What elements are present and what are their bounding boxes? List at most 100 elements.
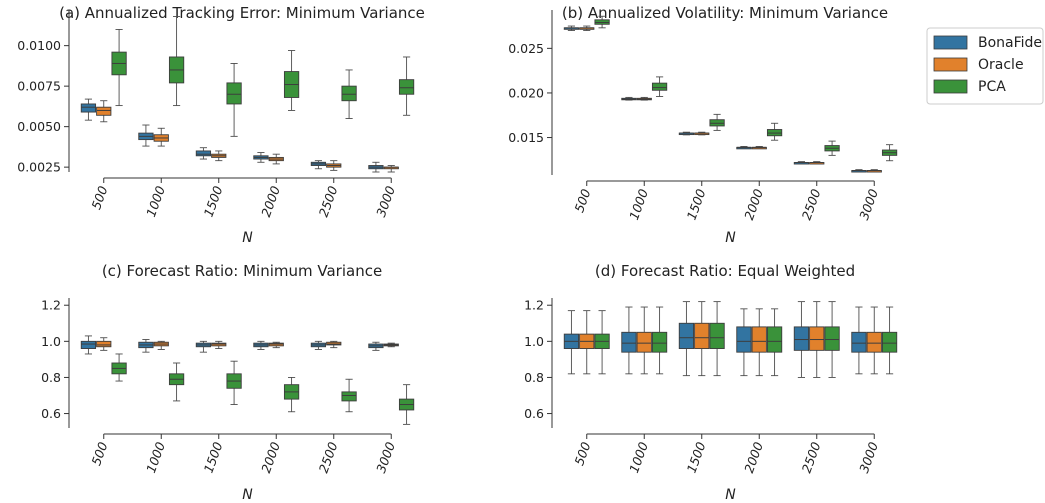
box-oracle-2500: [326, 160, 342, 171]
box-bonafide-2000: [736, 308, 752, 377]
box-bonafide-3000: [851, 306, 867, 375]
panel-2: (b) Annualized Volatility: Minimum Varia…: [508, 4, 898, 246]
box-body: [621, 331, 637, 353]
box-oracle-1000: [153, 127, 169, 147]
y-tick-label: 0.0100: [17, 38, 61, 53]
y-tick-label: 0.020: [508, 85, 544, 100]
box-oracle-2000: [268, 341, 284, 349]
box-body: [226, 82, 242, 105]
box-pca-2500: [341, 378, 357, 413]
box-oracle-1500: [694, 301, 710, 377]
x-tick-label: 500: [571, 440, 593, 468]
box-pca-2000: [283, 376, 300, 413]
box-oracle-2000: [751, 146, 767, 150]
box-oracle-500: [96, 337, 112, 351]
x-tick-label: 1500: [201, 440, 226, 475]
legend-swatch-oracle: [933, 57, 968, 72]
x-tick-label: 1500: [684, 440, 709, 475]
x-tick-label: 2000: [258, 184, 283, 219]
box-body: [736, 326, 752, 353]
box-oracle-2000: [751, 308, 767, 377]
y-tick-label: 1.0: [41, 334, 61, 349]
box-pca-1000: [651, 306, 668, 375]
box-pca-1000: [168, 362, 185, 402]
x-tick-label: 1500: [684, 187, 709, 222]
box-body: [96, 340, 112, 348]
y-tick-label: 0.6: [524, 406, 544, 421]
x-tick-label: 2500: [799, 440, 824, 475]
box-pca-2000: [766, 122, 783, 141]
box-body: [851, 331, 867, 353]
x-tick-label: 500: [571, 187, 593, 215]
box-bonafide-500: [563, 25, 580, 31]
box-body: [793, 326, 810, 351]
box-bonafide-1000: [138, 124, 154, 147]
y-tick-label: 0.6: [41, 406, 61, 421]
box-body: [866, 331, 882, 353]
x-axis-label: N: [242, 230, 253, 246]
box-bonafide-1500: [195, 340, 212, 353]
x-tick-label: 3000: [373, 440, 398, 475]
box-pca-1500: [709, 113, 725, 131]
box-bonafide-500: [80, 335, 97, 355]
x-tick-label: 2500: [799, 187, 824, 222]
box-body: [809, 326, 825, 351]
box-body: [694, 322, 710, 350]
box-oracle-2500: [326, 340, 342, 349]
box-oracle-2500: [809, 161, 825, 165]
box-pca-1000: [168, 16, 185, 107]
box-pca-3000: [881, 144, 898, 162]
box-body: [636, 331, 652, 353]
x-tick-label: 1000: [626, 187, 651, 222]
x-axis-label: N: [242, 487, 253, 503]
box-pca-1500: [226, 63, 242, 137]
box-body: [766, 326, 783, 353]
legend-entry-oracle: Oracle: [933, 57, 1024, 73]
box-bonafide-2500: [310, 160, 327, 170]
panel-4: (d) Forecast Ratio: Equal Weighted 0.6 0.8…: [524, 262, 898, 503]
x-tick-label: 3000: [856, 187, 881, 222]
box-body: [678, 322, 695, 350]
box-oracle-3000: [383, 342, 399, 348]
x-axis-label: N: [725, 230, 736, 246]
legend-entry-bonafide: BonaFide: [933, 35, 1042, 51]
box-bonafide-2000: [253, 152, 269, 163]
x-tick-label: 500: [88, 184, 110, 212]
box-body: [881, 331, 898, 353]
box-pca-2000: [766, 308, 783, 377]
x-tick-label: 500: [88, 440, 110, 468]
legend-entry-pca: PCA: [933, 79, 1006, 95]
box-bonafide-2000: [736, 146, 752, 150]
box-oracle-500: [579, 310, 595, 375]
box-oracle-3000: [866, 169, 882, 173]
box-oracle-3000: [383, 165, 399, 173]
box-oracle-1500: [211, 150, 227, 162]
box-body: [341, 391, 357, 402]
x-axis-label: N: [725, 487, 736, 503]
box-bonafide-1500: [195, 147, 212, 160]
x-tick-label: 1000: [143, 440, 168, 475]
y-tick-label: 1.2: [41, 298, 61, 313]
box-bonafide-1000: [621, 96, 637, 101]
box-body: [651, 82, 668, 91]
y-tick-label: 0.0075: [17, 79, 61, 94]
box-oracle-1000: [636, 306, 652, 375]
box-body: [824, 326, 840, 351]
panel-1: (a) Annualized Tracking Error: Minimum V…: [17, 4, 425, 246]
legend-swatch-bonafide: [933, 35, 968, 50]
box-pca-3000: [881, 306, 898, 375]
x-tick-label: 3000: [373, 184, 398, 219]
box-body: [398, 79, 415, 95]
legend-swatch-pca: [933, 79, 968, 94]
box-oracle-2500: [809, 301, 825, 378]
panel-title: (a) Annualized Tracking Error: Minimum V…: [59, 4, 425, 22]
y-tick-label: 0.8: [524, 370, 544, 385]
box-body: [80, 340, 97, 350]
box-bonafide-1000: [621, 306, 637, 375]
box-bonafide-2500: [793, 301, 810, 378]
x-tick-label: 1500: [201, 184, 226, 219]
legend-label-bonafide: BonaFide: [978, 35, 1042, 51]
box-bonafide-3000: [368, 161, 384, 173]
box-oracle-1500: [211, 340, 227, 350]
y-tick-label: 0.025: [508, 41, 544, 56]
